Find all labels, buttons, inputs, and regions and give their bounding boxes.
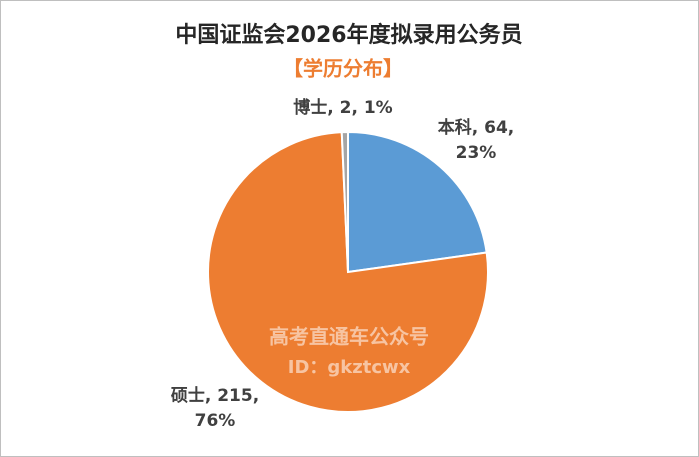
pie-slice <box>340 130 349 273</box>
chart-title: 中国证监会2026年度拟录用公务员 <box>175 22 522 48</box>
data-label: 本科, 64, <box>438 117 515 138</box>
chart-subtitle: 【学历分布】 <box>283 57 403 81</box>
pie-slice <box>347 130 488 274</box>
watermark-text: ID：gkztcwx <box>288 357 411 378</box>
data-label: 23% <box>456 143 497 163</box>
pie-slice <box>207 131 489 413</box>
watermark-text: 高考直通车公众号 <box>269 325 429 349</box>
data-label: 硕士, 215, <box>171 385 259 406</box>
data-label: 博士, 2, 1% <box>293 97 392 118</box>
data-label: 76% <box>195 411 236 431</box>
